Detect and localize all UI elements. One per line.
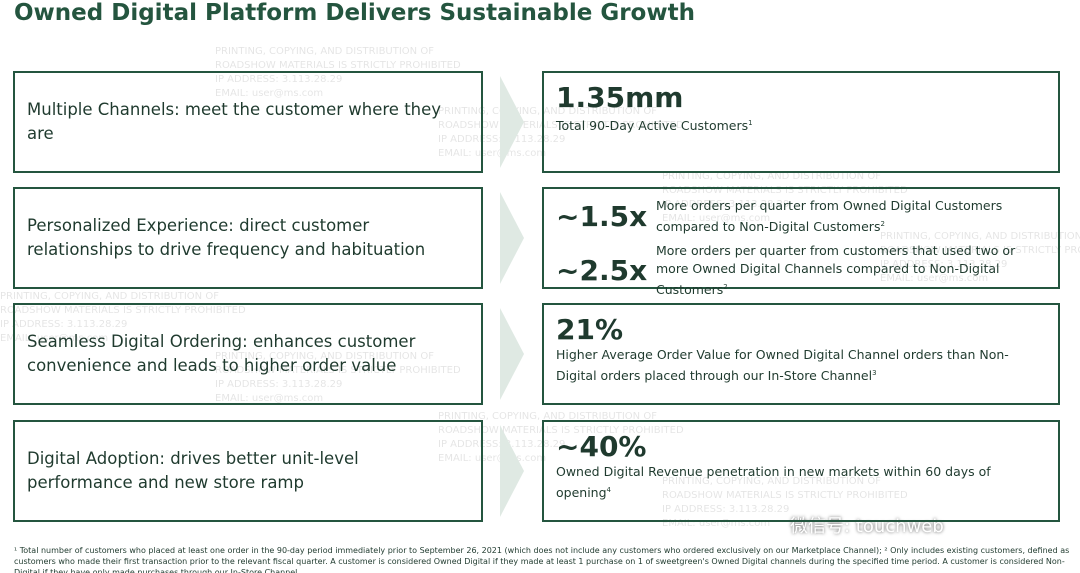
metric-value: ~1.5x xyxy=(556,200,648,234)
footnote-ref: 2 xyxy=(723,283,728,292)
watermark-line: IP ADDRESS: 3.113.28.29 xyxy=(215,379,343,390)
pillar-box: Digital Adoption: drives better unit-lev… xyxy=(13,420,483,522)
watermark-line: PRINTING, COPYING, AND DISTRIBUTION OF xyxy=(438,411,657,422)
metric-value: 21% xyxy=(556,313,624,346)
metric-text: Total 90-Day Active Customers1 xyxy=(556,114,1036,135)
metric-item: ~40% Owned Digital Revenue penetration in… xyxy=(556,430,1046,502)
watermark-line: ROADSHOW MATERIALS IS STRICTLY PROHIBITE… xyxy=(662,185,908,196)
watermark-line: IP ADDRESS: 3.113.28.29 xyxy=(880,259,1008,270)
watermark-line: ROADSHOW MATERIALS IS STRICTLY PROHIBITE… xyxy=(215,365,461,376)
footnote-ref: 4 xyxy=(606,486,611,494)
watermark: PRINTING, COPYING, AND DISTRIBUTION OF RO… xyxy=(215,350,461,406)
metric-item: 1.35mm Total 90-Day Active Customers1 xyxy=(556,81,1046,135)
metric-value: 1.35mm xyxy=(556,81,684,114)
watermark: PRINTING, COPYING, AND DISTRIBUTION OF RO… xyxy=(0,290,246,346)
footnote-ref: 2 xyxy=(880,220,885,228)
watermark-line: PRINTING, COPYING, AND DISTRIBUTION OF xyxy=(662,171,881,182)
watermark-line: EMAIL: user@ms.com xyxy=(662,213,771,224)
watermark-line: EMAIL: user@ms.com xyxy=(0,333,109,344)
watermark-line: EMAIL: user@ms.com xyxy=(438,148,547,159)
pillar-box: Multiple Channels: meet the customer whe… xyxy=(13,71,483,173)
watermark: PRINTING, COPYING, AND DISTRIBUTION OF RO… xyxy=(880,230,1080,286)
metric-item: ~2.5x More orders per quarter from custom… xyxy=(556,242,1046,299)
watermark-line: ROADSHOW MATERIALS IS STRICTLY PROHIBITE… xyxy=(662,490,908,501)
watermark-line: PRINTING, COPYING, AND DISTRIBUTION OF xyxy=(880,231,1080,242)
metric-box: 21% Higher Average Order Value for Owned … xyxy=(542,303,1060,405)
metric-box: ~40% Owned Digital Revenue penetration in… xyxy=(542,420,1060,522)
metric-box: 1.35mm Total 90-Day Active Customers1 xyxy=(542,71,1060,173)
arrow xyxy=(500,76,524,168)
watermark-line: PRINTING, COPYING, AND DISTRIBUTION OF xyxy=(215,46,434,57)
metric-text: More orders per quarter from Owned Digit… xyxy=(656,197,1046,236)
footnote-ref: 3 xyxy=(872,369,877,377)
metric-value: ~2.5x xyxy=(556,254,648,288)
watermark-line: EMAIL: user@ms.com xyxy=(438,453,547,464)
watermark-line: ROADSHOW MATERIALS IS STRICTLY PROHIBITE… xyxy=(438,425,684,436)
metric-description: More orders per quarter from Owned Digit… xyxy=(656,198,1003,235)
watermark-line: EMAIL: user@ms.com xyxy=(215,88,324,99)
arrow xyxy=(500,308,524,400)
metric-value: ~40% xyxy=(556,430,647,463)
pillar-box: Personalized Experience: direct customer… xyxy=(13,187,483,289)
watermark-line: ROADSHOW MATERIALS IS STRICTLY PROHIBITE… xyxy=(438,120,684,131)
metric-description: Higher Average Order Value for Owned Dig… xyxy=(556,347,1009,384)
metric-box: ~1.5x More orders per quarter from Owned … xyxy=(542,187,1060,297)
watermark-line: IP ADDRESS: 3.113.28.29 xyxy=(662,199,790,210)
metric-text: Owned Digital Revenue penetration in new… xyxy=(556,463,1036,502)
metric-text: More orders per quarter from customers t… xyxy=(656,242,1046,299)
footnote: ¹ Total number of customers who placed a… xyxy=(14,546,1070,573)
footnote-ref: 1 xyxy=(748,119,753,127)
watermark-line: PRINTING, COPYING, AND DISTRIBUTION OF xyxy=(215,351,434,362)
pillar-box: Seamless Digital Ordering: enhances cust… xyxy=(13,303,483,405)
watermark: PRINTING, COPYING, AND DISTRIBUTION OF RO… xyxy=(662,475,908,531)
metric-description: Total 90-Day Active Customers xyxy=(556,118,749,134)
metric-item: 21% Higher Average Order Value for Owned … xyxy=(556,313,1046,385)
watermark-line: ROADSHOW MATERIALS IS STRICTLY PROHIBITE… xyxy=(880,245,1080,256)
watermark-line: IP ADDRESS: 3.113.28.29 xyxy=(662,504,790,515)
arrow xyxy=(500,425,524,517)
watermark: PRINTING, COPYING, AND DISTRIBUTION OF RO… xyxy=(662,170,908,226)
arrow xyxy=(500,192,524,284)
watermark-line: IP ADDRESS: 3.113.28.29 xyxy=(215,74,343,85)
watermark-line: PRINTING, COPYING, AND DISTRIBUTION OF xyxy=(662,476,881,487)
title: Owned Digital Platform Delivers Sustaina… xyxy=(14,0,695,26)
watermark-line: PRINTING, COPYING, AND DISTRIBUTION OF xyxy=(438,106,657,117)
watermark-line: ROADSHOW MATERIALS IS STRICTLY PROHIBITE… xyxy=(0,305,246,316)
watermark: PRINTING, COPYING, AND DISTRIBUTION OF RO… xyxy=(215,45,461,101)
metric-item: ~1.5x More orders per quarter from Owned … xyxy=(556,197,1046,236)
watermark-line: PRINTING, COPYING, AND DISTRIBUTION OF xyxy=(0,291,219,302)
metric-description: Owned Digital Revenue penetration in new… xyxy=(556,464,991,501)
metric-description: More orders per quarter from customers t… xyxy=(656,243,1016,298)
watermark-line: EMAIL: user@ms.com xyxy=(215,393,324,404)
watermark-line: IP ADDRESS: 3.113.28.29 xyxy=(0,319,128,330)
watermark-line: ROADSHOW MATERIALS IS STRICTLY PROHIBITE… xyxy=(215,60,461,71)
watermark-line: EMAIL: user@ms.com xyxy=(662,518,771,529)
watermark-line: EMAIL: user@ms.com xyxy=(880,273,989,284)
metric-text: Higher Average Order Value for Owned Dig… xyxy=(556,346,1036,385)
